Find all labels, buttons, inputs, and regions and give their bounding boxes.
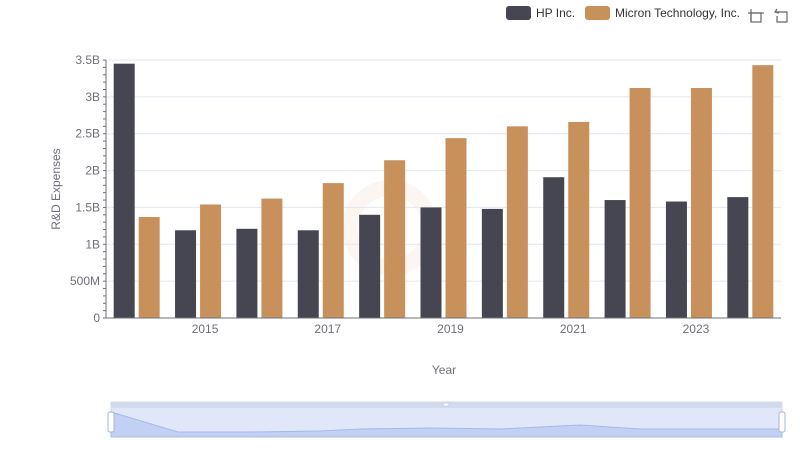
bar-micron-2020[interactable]	[506, 126, 528, 318]
bar-hp-2023[interactable]	[665, 201, 687, 318]
y-axis-ticks: 0 500M 1B 1.5B 2B 2.5B 3B 3.5B	[70, 53, 106, 325]
x-tick-label: 2023	[683, 322, 710, 336]
bar-hp-2016[interactable]	[236, 228, 258, 318]
bar-hp-2020[interactable]	[481, 208, 503, 318]
bar-hp-2024[interactable]	[727, 197, 749, 318]
bar-micron-2023[interactable]	[690, 88, 712, 318]
bar-hp-2015[interactable]	[175, 230, 197, 318]
x-tick-label: 2015	[192, 322, 219, 336]
y-tick-label: 3.5B	[75, 53, 100, 67]
legend-swatch-micron	[585, 6, 610, 20]
bars	[113, 63, 774, 318]
legend-item-hp[interactable]: HP Inc.	[506, 6, 575, 20]
y-tick-label: 0	[93, 311, 100, 325]
legend-item-micron[interactable]: Micron Technology, Inc.	[585, 6, 740, 20]
bar-micron-2015[interactable]	[200, 204, 222, 318]
data-zoom-right-handle[interactable]	[778, 411, 786, 433]
bar-micron-2022[interactable]	[629, 88, 651, 318]
bar-hp-2021[interactable]	[543, 177, 565, 318]
legend-label-hp: HP Inc.	[536, 6, 575, 20]
x-tick-label: 2021	[560, 322, 587, 336]
legend-label-micron: Micron Technology, Inc.	[615, 6, 740, 20]
x-axis-title: Year	[432, 363, 456, 377]
bar-hp-2017[interactable]	[297, 230, 319, 318]
y-tick-label: 1B	[85, 237, 100, 251]
bar-hp-2022[interactable]	[604, 200, 626, 318]
bar-hp-2014[interactable]	[113, 63, 135, 318]
restore-icon[interactable]	[774, 8, 788, 23]
bar-micron-2021[interactable]	[568, 121, 590, 318]
data-zoom-preview-area	[110, 411, 783, 438]
bar-hp-2018[interactable]	[359, 214, 381, 318]
bar-micron-2016[interactable]	[261, 198, 283, 318]
y-tick-label: 3B	[85, 90, 100, 104]
y-axis-title: R&D Expenses	[49, 148, 63, 229]
y-tick-label: 500M	[70, 274, 100, 288]
data-zoom-top-grip[interactable]	[442, 402, 450, 407]
legend: HP Inc. Micron Technology, Inc.	[506, 6, 740, 20]
y-tick-label: 2B	[85, 164, 100, 178]
data-zoom-left-handle[interactable]	[107, 411, 115, 433]
bar-micron-2018[interactable]	[384, 160, 406, 318]
bar-micron-2014[interactable]	[138, 217, 160, 318]
x-tick-label: 2017	[314, 322, 341, 336]
x-tick-label: 2019	[437, 322, 464, 336]
bar-micron-2017[interactable]	[322, 183, 344, 318]
y-tick-label: 2.5B	[75, 127, 100, 141]
y-tick-label: 1.5B	[75, 200, 100, 214]
legend-swatch-hp	[506, 6, 531, 20]
bar-hp-2019[interactable]	[420, 207, 442, 318]
bar-micron-2024[interactable]	[752, 65, 774, 318]
zoom-icon[interactable]	[748, 9, 764, 23]
data-zoom-slider[interactable]	[107, 401, 786, 438]
bar-micron-2019[interactable]	[445, 138, 467, 318]
x-axis-ticks: 2015 2017 2019 2021 2023	[192, 322, 710, 336]
